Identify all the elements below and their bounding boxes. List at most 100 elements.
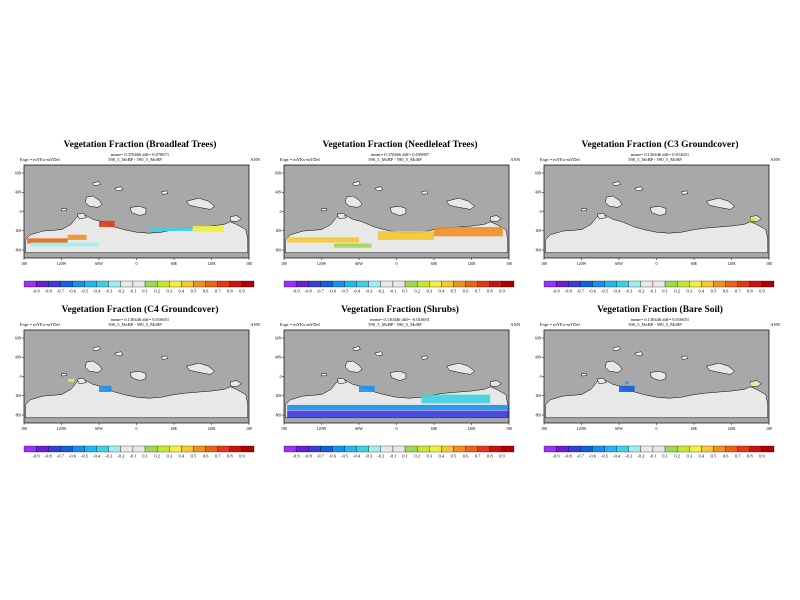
colorbar-label: -0.6 <box>589 289 597 294</box>
colorbar-swatch <box>380 280 394 288</box>
colorbar-label: 0.5 <box>451 289 457 294</box>
colorbar-label: 0.8 <box>747 289 753 294</box>
colorbar-label: 0.4 <box>179 454 185 459</box>
colorbar-swatch <box>283 280 297 288</box>
colorbar-label: 0.1 <box>402 289 408 294</box>
colorbar-swatch <box>320 445 333 453</box>
x-tick-label: 120W <box>57 261 67 266</box>
continent-shape <box>345 360 363 373</box>
x-tick-label: 180 <box>246 261 252 266</box>
diff-cell <box>619 385 635 392</box>
colorbar-swatch <box>308 280 321 288</box>
colorbar-label: -0.3 <box>625 289 633 294</box>
x-tick-label: 120E <box>467 261 476 266</box>
colorbar-label: 0.3 <box>426 454 432 459</box>
map-panel: Vegetation Fraction (C3 Groundcover) mean… <box>535 140 780 300</box>
colorbar-swatch <box>60 445 73 453</box>
x-tick-label: 60W <box>95 261 103 266</box>
colorbar-swatch <box>404 280 418 288</box>
diff-cell <box>377 231 434 240</box>
colorbar-swatch <box>580 280 593 288</box>
continent-shape <box>649 371 667 381</box>
colorbar-swatch <box>144 280 158 288</box>
diff-cell <box>334 243 372 248</box>
colorbar-swatch <box>132 445 146 453</box>
colorbar-swatch <box>652 280 666 288</box>
island-shape <box>321 373 327 377</box>
panel-case: 590_5_McBP - 590_5_McBP <box>368 157 422 162</box>
island-shape <box>421 355 429 360</box>
diff-cell <box>67 379 74 382</box>
island-shape <box>374 351 384 357</box>
colorbar-label: -0.8 <box>565 454 573 459</box>
colorbar-swatch <box>380 445 394 453</box>
diff-cell <box>99 385 112 392</box>
colorbar-label: -0.6 <box>69 454 77 459</box>
panel-stats: mean= 0.370466 diff= 0.078671 <box>110 152 170 157</box>
colorbar-label: 0.7 <box>735 289 741 294</box>
colorbar-label: -0.4 <box>93 289 101 294</box>
colorbar-label: 0.2 <box>674 289 680 294</box>
x-tick-label: 180 <box>21 261 27 266</box>
colorbar-swatch <box>604 445 617 453</box>
colorbar-swatch <box>417 445 430 453</box>
colorbar-label: 0.8 <box>487 454 493 459</box>
colorbar-label: -0.7 <box>57 289 65 294</box>
x-tick-label: 120E <box>207 426 216 431</box>
colorbar-swatch <box>725 445 738 453</box>
island-shape <box>114 351 124 357</box>
y-tick-label: 40S <box>16 394 22 398</box>
colorbar-swatch <box>664 280 678 288</box>
colorbar-swatch <box>72 280 85 288</box>
x-tick-label: 60W <box>355 261 363 266</box>
y-tick-label: 40S <box>536 229 542 233</box>
colorbar-swatch <box>23 280 37 288</box>
diff-cell <box>99 220 115 227</box>
x-tick-label: 180 <box>766 426 772 431</box>
colorbar-label: -0.8 <box>45 454 53 459</box>
continent-shape <box>129 371 147 381</box>
x-tick-label: 60E <box>171 426 178 431</box>
continent-shape <box>76 212 87 219</box>
continent-shape <box>186 362 216 375</box>
y-tick-label: 0 <box>540 210 542 214</box>
colorbar-label: 0.9 <box>759 454 765 459</box>
colorbar-swatch <box>568 445 581 453</box>
colorbar-label: 0.7 <box>475 454 481 459</box>
colorbar-swatch <box>169 445 182 453</box>
continent-shape <box>230 215 242 223</box>
colorbar-label: -0.8 <box>45 289 53 294</box>
colorbar-swatch <box>35 280 49 288</box>
colorbar-label: 0.8 <box>227 454 233 459</box>
island-shape <box>92 346 101 351</box>
diff-cell <box>149 227 193 232</box>
continent-shape <box>446 362 476 375</box>
colorbar-label: -0.1 <box>389 289 396 294</box>
panel-case: 590_5_McBP - 590_5_McBP <box>108 322 162 327</box>
colorbar-swatch <box>108 280 121 288</box>
panel-expt: Expt = mYEx-mYDel <box>540 322 580 327</box>
colorbar-swatch <box>417 280 430 288</box>
colorbar-label: 0.4 <box>439 289 445 294</box>
colorbar-label: 0.4 <box>179 289 185 294</box>
colorbar-swatch <box>48 280 61 288</box>
colorbar-label: -0.9 <box>553 454 561 459</box>
colorbar-swatch <box>604 280 617 288</box>
map-svg: 180 120W 60W 0 60E 120E 180 60N 40N 0 40S 80S -0.9 -0… <box>535 164 775 294</box>
diff-cell <box>287 404 509 411</box>
colorbar-swatch <box>392 445 406 453</box>
colorbar-swatch <box>543 280 557 288</box>
colorbar-label: -0.1 <box>649 454 656 459</box>
colorbar-swatch <box>477 280 490 288</box>
y-tick-label: 40N <box>535 191 542 195</box>
colorbar-swatch <box>713 445 726 453</box>
colorbar-swatch <box>229 280 243 288</box>
colorbar-swatch <box>132 280 146 288</box>
x-tick-label: 180 <box>506 261 512 266</box>
panel-stats: mean= 0.130446 diff= 0.014651 <box>630 152 690 157</box>
colorbar-label: 0.1 <box>142 289 148 294</box>
colorbar-swatch <box>677 445 690 453</box>
colorbar-label: 0.5 <box>191 289 197 294</box>
island-shape <box>321 208 327 212</box>
